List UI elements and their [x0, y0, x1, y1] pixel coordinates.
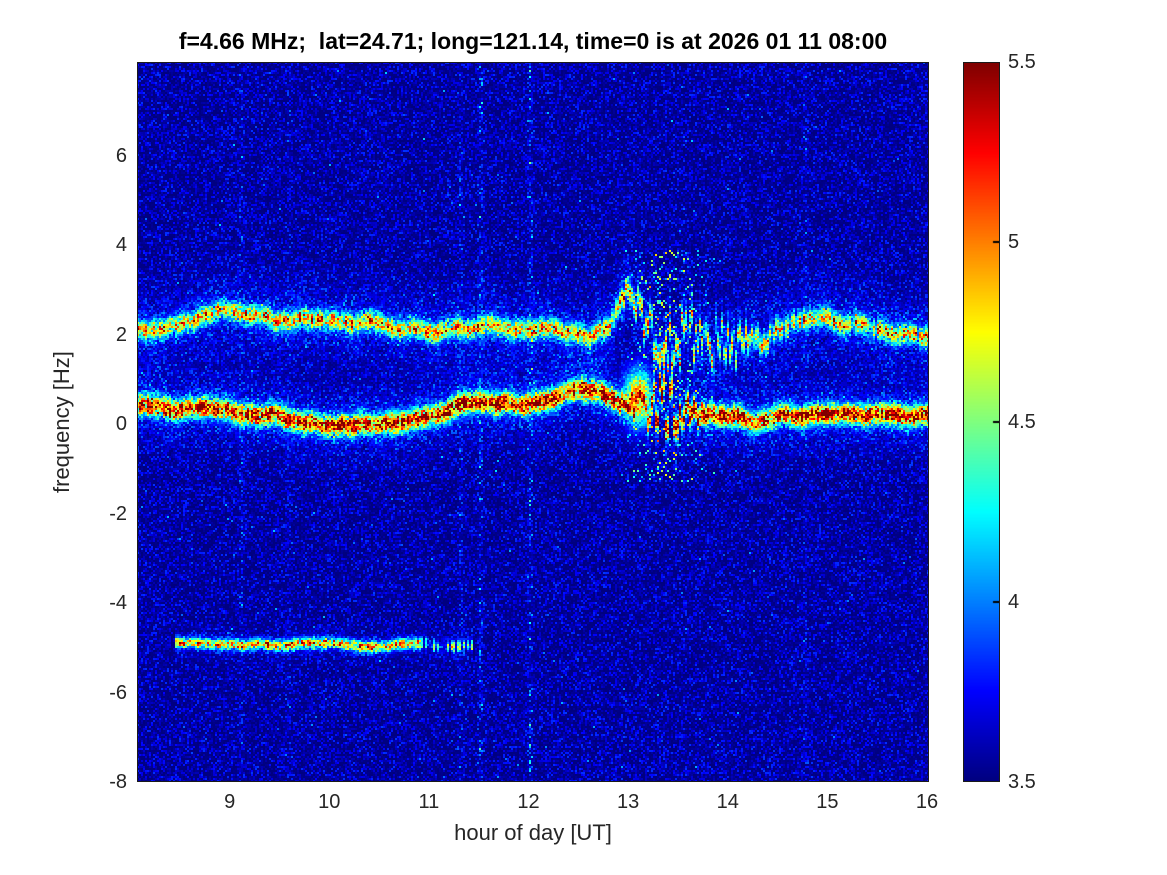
x-tick-label: 12 — [517, 791, 540, 813]
chart-title: f=4.66 MHz; lat=24.71; long=121.14, time… — [178, 28, 888, 54]
x-tick-label: 10 — [318, 791, 341, 813]
y-tick-label: 0 — [115, 413, 127, 436]
x-tick-label: 16 — [915, 791, 939, 813]
heatmap-canvas — [137, 62, 929, 782]
x-tick-label: 11 — [418, 791, 440, 813]
colorbar-tick-label: 5.5 — [1008, 51, 1036, 73]
colorbar-tick-label: 3.5 — [1008, 771, 1036, 793]
colorbar — [963, 62, 1000, 782]
y-tick-label: -2 — [109, 502, 127, 525]
x-axis-label: hour of day [UT] — [454, 820, 612, 845]
colorbar-tick-label: 4.5 — [1008, 411, 1036, 433]
colorbar-tick-label: 5 — [1008, 231, 1020, 253]
y-tick-label: -4 — [109, 592, 127, 615]
y-tick-label: -6 — [109, 681, 127, 704]
y-tick-label: 2 — [115, 323, 127, 346]
y-tick-label: 4 — [115, 234, 127, 257]
x-tick-label: 13 — [617, 791, 640, 813]
y-tick-label: 6 — [115, 144, 127, 167]
x-tick-label: 14 — [716, 791, 739, 813]
y-axis-label: frequency [Hz] — [49, 351, 74, 493]
x-tick-label: 15 — [816, 791, 839, 813]
y-tick-label: -8 — [109, 771, 127, 793]
x-tick-label: 9 — [224, 791, 236, 813]
colorbar-tick-label: 4 — [1008, 591, 1020, 613]
